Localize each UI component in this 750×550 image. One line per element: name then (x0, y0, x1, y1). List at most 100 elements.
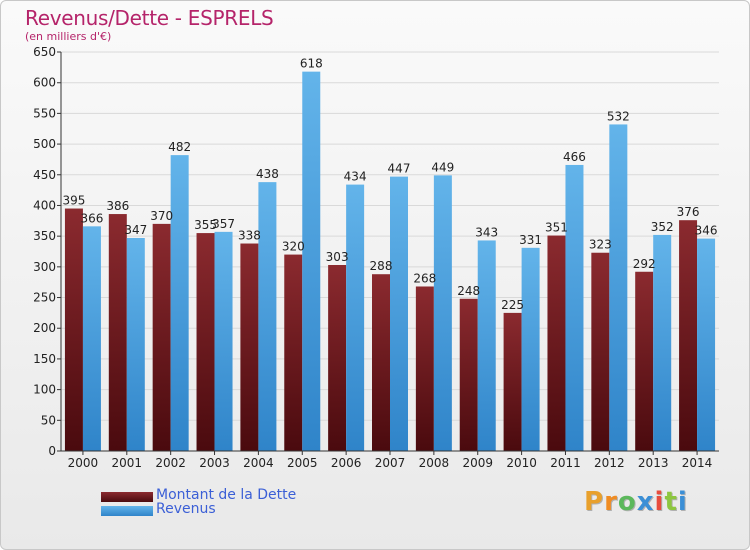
value-label-debt: 268 (413, 271, 436, 285)
logo-letter: t (664, 487, 678, 517)
bar-debt (372, 274, 390, 451)
bar-debt (196, 233, 215, 451)
y-tick-label: 150 (33, 352, 56, 366)
value-label-revenue: 331 (519, 233, 542, 247)
bar-revenue (433, 175, 452, 452)
y-tick-label: 400 (33, 198, 56, 212)
x-tick-label: 2013 (638, 456, 669, 470)
logo-letter: x (636, 487, 655, 517)
value-label-debt: 386 (106, 199, 129, 213)
x-tick-label: 2003 (199, 456, 230, 470)
bar-revenue (390, 176, 408, 451)
legend-label-revenue: Revenus (156, 501, 216, 517)
x-tick-label: 2000 (68, 456, 99, 470)
value-label-revenue: 532 (607, 109, 630, 123)
value-label-debt: 376 (677, 205, 700, 219)
logo-letter: o (617, 487, 637, 517)
logo-letter: i (654, 487, 665, 517)
x-tick-label: 2005 (287, 456, 318, 470)
y-tick-label: 450 (33, 168, 56, 182)
x-axis: 2000 2001 2002 2003 2004 2005 2006 2007 2008 2009… (61, 450, 719, 470)
x-tick-label: 2014 (682, 456, 713, 470)
value-label-revenue: 438 (256, 167, 279, 181)
bar-debt (547, 235, 566, 451)
y-tick-label: 350 (33, 229, 56, 243)
value-label-revenue: 434 (344, 170, 367, 184)
value-label-revenue: 357 (212, 217, 235, 231)
value-label-debt: 338 (238, 229, 261, 243)
value-label-revenue: 346 (695, 224, 718, 238)
y-tick-label: 500 (33, 137, 56, 151)
logo-letter: P (584, 487, 605, 517)
y-axis: 0 50 100 150 200 250 300 350 400 450 500 550 600 650 (33, 45, 62, 458)
value-label-revenue: 352 (651, 220, 674, 234)
legend-label-debt: Montant de la Dette (156, 487, 297, 503)
logo-letter: r (604, 487, 618, 517)
x-tick-label: 2010 (506, 456, 537, 470)
bar-revenue (302, 71, 321, 452)
value-label-revenue: 343 (475, 225, 498, 239)
y-tick-label: 100 (33, 383, 56, 397)
x-tick-label: 2006 (331, 456, 362, 470)
value-label-debt: 320 (282, 240, 305, 254)
bar-debt (679, 220, 698, 451)
bar-debt (635, 271, 654, 451)
value-label-debt: 303 (326, 250, 349, 264)
bar-debt (64, 208, 83, 451)
y-tick-label: 550 (33, 106, 56, 120)
bar-revenue (609, 124, 628, 452)
bars (64, 71, 716, 452)
bar-debt (284, 254, 303, 451)
y-tick-label: 50 (41, 413, 56, 427)
y-tick-label: 200 (33, 321, 56, 335)
value-label-revenue: 447 (388, 162, 411, 176)
y-tick-label: 0 (48, 444, 56, 458)
logo-letter: i (677, 487, 688, 517)
legend-swatch-debt (101, 492, 153, 502)
bar-debt (591, 252, 610, 451)
bar-revenue (697, 238, 716, 451)
bar-debt (415, 286, 434, 451)
bar-debt (503, 312, 522, 451)
x-tick-label: 2009 (462, 456, 493, 470)
value-label-debt: 292 (633, 257, 656, 271)
value-label-revenue: 466 (563, 150, 586, 164)
bar-debt (328, 265, 347, 451)
x-tick-label: 2001 (112, 456, 143, 470)
bar-debt (152, 223, 171, 451)
y-tick-label: 250 (33, 291, 56, 305)
value-label-debt: 355 (194, 218, 217, 232)
y-tick-label: 650 (33, 45, 56, 59)
value-label-debt: 351 (545, 221, 568, 235)
value-label-debt: 288 (370, 259, 393, 273)
bar-revenue (214, 231, 233, 451)
value-label-debt: 370 (150, 209, 173, 223)
proxiti-logo: Proxiti (584, 487, 688, 517)
value-label-revenue: 482 (168, 140, 191, 154)
bar-debt (459, 298, 478, 451)
bar-revenue (258, 182, 277, 452)
y-tick-label: 300 (33, 260, 56, 274)
value-label-revenue: 449 (431, 160, 454, 174)
chart-subtitle: (en milliers d'€) (25, 30, 112, 43)
bar-revenue (126, 237, 145, 451)
value-label-debt: 225 (501, 298, 524, 312)
value-label-revenue: 366 (80, 211, 103, 225)
value-label-revenue: 618 (300, 57, 323, 71)
bar-revenue (477, 240, 496, 451)
x-tick-label: 2011 (550, 456, 581, 470)
value-label-debt: 395 (62, 194, 85, 208)
y-tick-label: 600 (33, 76, 56, 90)
bar-revenue (82, 226, 101, 451)
value-label-debt: 323 (589, 238, 612, 252)
bar-revenue (565, 164, 584, 451)
x-tick-label: 2007 (375, 456, 406, 470)
x-tick-label: 2002 (155, 456, 186, 470)
legend-swatch-revenue (101, 506, 153, 516)
bar-debt (108, 214, 127, 451)
bar-revenue (346, 184, 365, 452)
x-tick-label: 2012 (594, 456, 625, 470)
